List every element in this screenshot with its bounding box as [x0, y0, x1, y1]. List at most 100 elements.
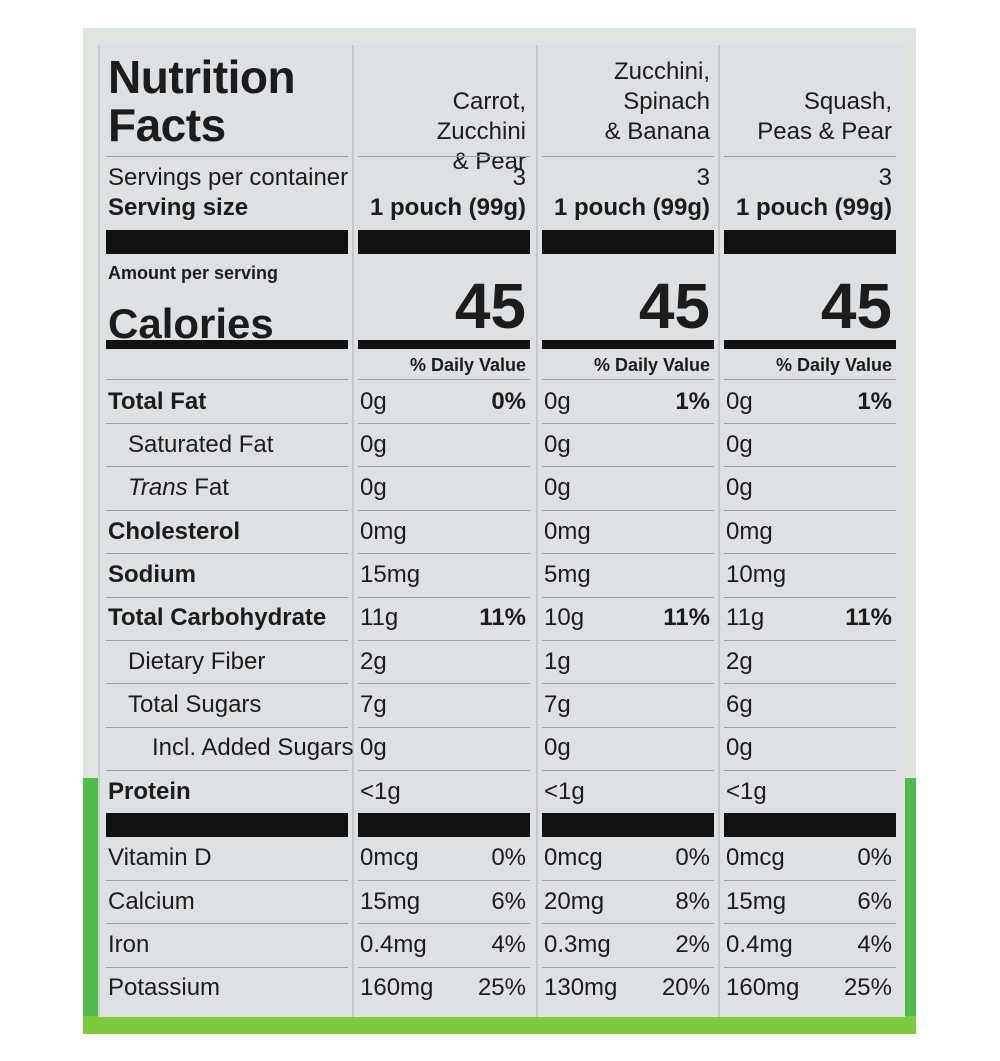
cholesterol-value: 0mg [726, 518, 773, 545]
divider-line [358, 466, 530, 467]
column-divider [536, 45, 538, 1017]
product-name-line: Zucchini, [613, 58, 710, 85]
divider-line [724, 770, 896, 771]
divider-line [542, 423, 714, 424]
potassium-value: 160mg [726, 974, 800, 1001]
product-name-line: & Pear [452, 148, 526, 175]
product-name-line: Carrot, Zucchini [436, 88, 526, 145]
divider-line [542, 967, 714, 968]
divider-line [724, 683, 896, 684]
total-carb-value: 11g [360, 604, 399, 631]
divider-line [358, 770, 530, 771]
divider-line [724, 553, 896, 554]
total-fat-dv: 1% [857, 388, 892, 415]
divider-line [106, 923, 348, 924]
divider-line [542, 880, 714, 881]
protein-value: <1g [726, 778, 767, 805]
total-carb-value: 11g [726, 604, 765, 631]
vitamin-d-dv: 0% [675, 844, 710, 871]
saturated-fat-value: 0g [544, 431, 571, 458]
vitamin-d-value: 0mcg [360, 844, 419, 871]
divider-line [724, 880, 896, 881]
product-name-line: Spinach [623, 88, 710, 115]
total-carb-label: Total Carbohydrate [108, 604, 327, 631]
divider-line [724, 640, 896, 641]
title-line: Nutrition [108, 51, 296, 103]
iron-value: 0.3mg [544, 931, 611, 958]
divider-line [724, 379, 896, 380]
sodium-label: Sodium [108, 561, 196, 588]
label-column: Nutrition Facts Servings per container S… [106, 45, 353, 1017]
iron-label: Iron [108, 931, 150, 958]
total-carb-dv: 11% [479, 604, 526, 631]
trans-fat-value: 0g [360, 474, 387, 501]
potassium-value: 160mg [360, 974, 434, 1001]
panel-title: Nutrition Facts [108, 51, 296, 149]
divider-line [724, 423, 896, 424]
amount-per-serving-label: Amount per serving [108, 263, 279, 283]
servings-value: 3 [696, 164, 710, 191]
thick-bar [724, 813, 896, 837]
divider-line [542, 510, 714, 511]
divider-line [106, 423, 348, 424]
thick-bar [106, 230, 348, 254]
daily-value-header: % Daily Value [593, 355, 710, 375]
divider-line [542, 770, 714, 771]
product-column: Carrot, Zucchini & Pear 3 1 pouch (99g) 4… [358, 45, 530, 1017]
divider-line [542, 640, 714, 641]
divider-line [724, 923, 896, 924]
trans-italic: Trans [128, 474, 188, 501]
potassium-label: Potassium [108, 974, 221, 1001]
divider-line [106, 597, 348, 598]
total-sugars-label: Total Sugars [128, 691, 262, 718]
trans-rest: Fat [187, 474, 229, 501]
thick-bar [542, 813, 714, 837]
trans-fat-value: 0g [544, 474, 571, 501]
divider-line [106, 553, 348, 554]
sodium-value: 15mg [360, 561, 421, 588]
servings-value: 3 [878, 164, 892, 191]
iron-value: 0.4mg [726, 931, 793, 958]
serving-size-value: 1 pouch (99g) [369, 194, 526, 221]
cholesterol-value: 0mg [544, 518, 591, 545]
divider-line [358, 683, 530, 684]
divider-line [358, 727, 530, 728]
servings-label: Servings per container [108, 164, 349, 191]
divider-line [106, 466, 348, 467]
saturated-fat-label: Saturated Fat [128, 431, 274, 458]
product-name: Zucchini, Spinach & Banana [605, 57, 710, 147]
divider-line [106, 510, 348, 511]
thick-bar [542, 230, 714, 254]
nutrition-facts-panel: Nutrition Facts Servings per container S… [98, 45, 905, 1017]
daily-value-header: % Daily Value [775, 355, 892, 375]
divider-line [106, 640, 348, 641]
product-name: Squash, Peas & Pear [757, 87, 892, 147]
product-column: Zucchini, Spinach & Banana 3 1 pouch (99g)… [542, 45, 714, 1017]
daily-value-header: % Daily Value [409, 355, 526, 375]
product-name-line: Peas & Pear [757, 118, 892, 145]
vitamin-d-label: Vitamin D [108, 844, 212, 871]
column-divider [718, 45, 720, 1017]
divider-line [106, 967, 348, 968]
column-divider [352, 45, 354, 1017]
divider-line [106, 727, 348, 728]
divider-line [542, 379, 714, 380]
divider-line [358, 423, 530, 424]
divider-line [542, 466, 714, 467]
total-sugars-value: 7g [544, 691, 571, 718]
saturated-fat-value: 0g [726, 431, 753, 458]
calories-value: 45 [638, 270, 710, 342]
divider-line [358, 156, 530, 157]
divider-line [724, 510, 896, 511]
divider-line [542, 683, 714, 684]
potassium-dv: 25% [477, 974, 526, 1001]
vitamin-d-dv: 0% [857, 844, 892, 871]
total-fat-dv: 0% [491, 388, 526, 415]
added-sugars-value: 0g [544, 734, 571, 761]
serving-size-value: 1 pouch (99g) [735, 194, 892, 221]
dietary-fiber-label: Dietary Fiber [128, 648, 266, 675]
medium-bar [724, 340, 896, 349]
divider-line [358, 379, 530, 380]
serving-size-label: Serving size [108, 194, 249, 221]
divider-line [542, 727, 714, 728]
